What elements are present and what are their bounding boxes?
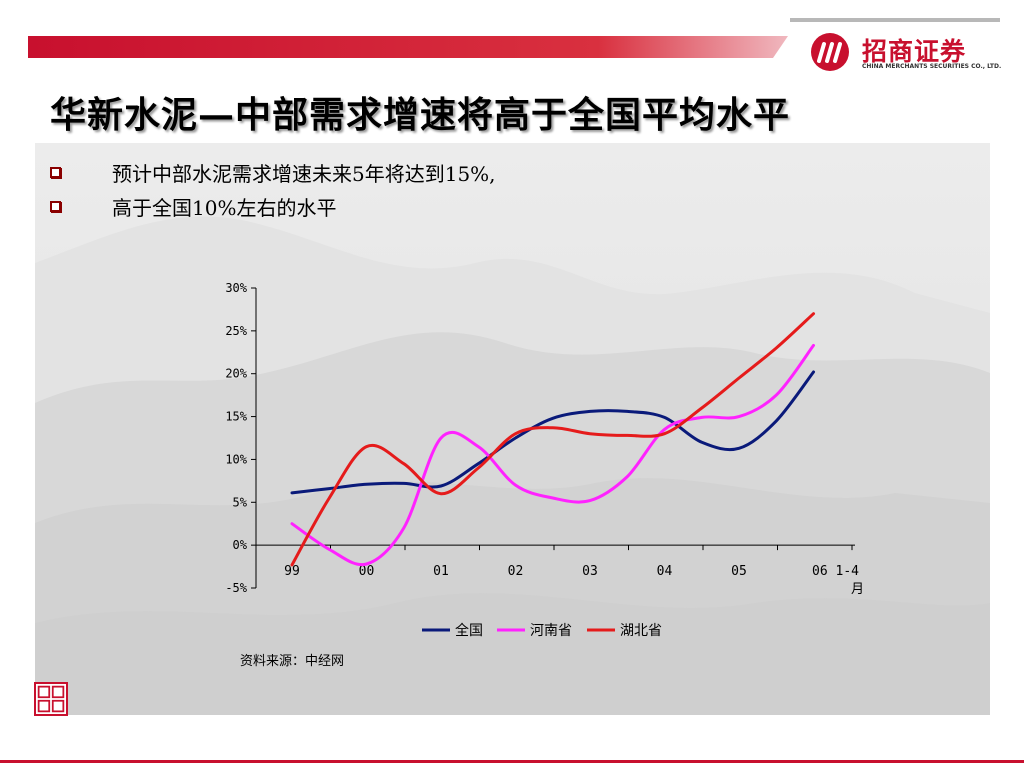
legend-label-0: 全国 xyxy=(455,622,483,639)
x-tick-label: 01 xyxy=(433,564,449,579)
bullet-text: 预计中部水泥需求增速未来5年将达到15%, xyxy=(112,162,496,186)
content-panel xyxy=(35,143,990,715)
mountain-background xyxy=(35,216,990,715)
chart-source: 资料来源：中经网 xyxy=(240,654,345,669)
header-red-band xyxy=(28,36,788,58)
slide-title: 华新水泥—中部需求增速将高于全国平均水平 xyxy=(50,94,791,136)
footer-red-line xyxy=(0,760,1024,763)
y-tick-label: 20% xyxy=(225,367,247,381)
x-tick-label: 05 xyxy=(731,564,747,579)
bullet-text: 高于全国10%左右的水平 xyxy=(112,196,337,220)
y-tick-label: 5% xyxy=(233,495,248,509)
y-tick-label: -5% xyxy=(225,581,247,595)
x-tick-label: 04 xyxy=(657,564,673,579)
x-tick-label: 02 xyxy=(508,564,524,579)
x-tick-label: 00 xyxy=(359,564,375,579)
x-tick-label: 06 1-4 月 xyxy=(812,564,864,597)
y-tick-label: 25% xyxy=(225,324,247,338)
series-line-2 xyxy=(290,312,815,567)
y-tick-label: 0% xyxy=(233,538,248,552)
header-gray-line xyxy=(790,18,1000,22)
series-line-1 xyxy=(290,343,815,567)
x-tick-label: 03 xyxy=(582,564,598,579)
demand-growth-chart: 30% 25% 20% 15% 10% 5% 0% -5% 99 00 01 02 03 04 05 06 1… xyxy=(225,281,864,639)
y-tick-label: 30% xyxy=(225,281,247,295)
legend-label-1: 河南省 xyxy=(530,623,572,639)
logo-chinese-name: 招商证券 xyxy=(862,37,967,66)
company-logo-icon xyxy=(811,33,849,71)
x-tick-label: 99 xyxy=(284,564,300,579)
company-logo: 招商证券 CHINA MERCHANTS SECURITIES CO., LTD… xyxy=(810,30,1002,74)
legend-label-2: 湖北省 xyxy=(620,623,662,639)
series-line-0 xyxy=(290,370,815,495)
logo-english-name: CHINA MERCHANTS SECURITIES CO., LTD. xyxy=(862,63,1002,70)
bullet-square-icon xyxy=(50,167,61,178)
y-tick-label: 15% xyxy=(225,410,247,424)
seal-stamp-icon xyxy=(34,682,68,716)
bullet-square-icon xyxy=(50,201,61,212)
y-tick-label: 10% xyxy=(225,452,247,466)
